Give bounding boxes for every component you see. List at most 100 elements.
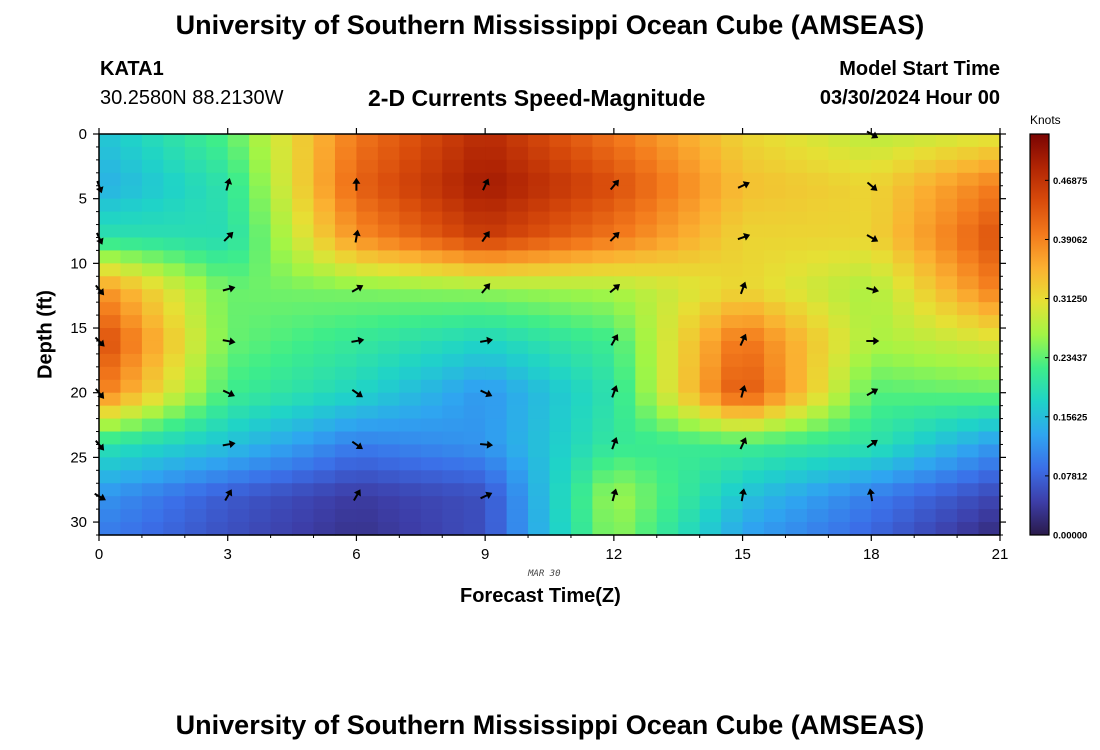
heatmap-cell xyxy=(592,431,615,446)
heatmap-cell xyxy=(270,146,293,161)
y-axis-label: Depth (ft) xyxy=(34,290,57,379)
heatmap-cell xyxy=(613,250,636,264)
heatmap-cell xyxy=(227,379,250,394)
heatmap-cell xyxy=(292,185,315,200)
heatmap-cell xyxy=(356,159,379,174)
heatmap-cell xyxy=(463,159,486,174)
heatmap-cell xyxy=(485,340,508,355)
heatmap-cell xyxy=(120,289,143,303)
heatmap-cell xyxy=(120,444,143,458)
heatmap-cell xyxy=(721,366,744,381)
heatmap-cell xyxy=(935,302,958,316)
heatmap-cell xyxy=(506,509,529,523)
heatmap-cell xyxy=(442,509,465,523)
heatmap-cell xyxy=(806,522,829,536)
heatmap-cell xyxy=(699,250,722,264)
heatmap-cell xyxy=(463,172,486,187)
heatmap-cell xyxy=(528,159,551,174)
heatmap-cell xyxy=(141,263,164,277)
heatmap-cell xyxy=(528,392,551,407)
current-vector-arrow xyxy=(609,179,620,191)
heatmap-cell xyxy=(141,146,164,161)
heatmap-cell xyxy=(656,405,679,420)
heatmap-cell xyxy=(957,444,980,458)
heatmap-cell xyxy=(356,302,379,316)
heatmap-cell xyxy=(249,159,272,174)
heatmap-cell xyxy=(377,379,400,394)
heatmap-cell xyxy=(184,509,207,523)
heatmap-cells xyxy=(99,134,1001,536)
heatmap-cell xyxy=(570,172,593,187)
heatmap-cell xyxy=(656,134,679,148)
heatmap-cell xyxy=(292,289,315,303)
heatmap-cell xyxy=(184,392,207,407)
heatmap-cell xyxy=(656,340,679,355)
heatmap-cell xyxy=(399,328,422,342)
plot-axes: 0 3 6 9 12 15 18 21 0 5 10 15 20 25 30 xyxy=(70,126,1008,563)
heatmap-cell xyxy=(699,302,722,316)
heatmap-cell xyxy=(249,483,272,497)
heatmap-cell xyxy=(249,328,272,342)
heatmap-cell xyxy=(334,263,358,277)
heatmap-cell xyxy=(120,237,143,252)
heatmap-cell xyxy=(592,250,615,264)
heatmap-cell xyxy=(141,483,164,497)
heatmap-cell xyxy=(892,211,915,226)
heatmap-cell xyxy=(420,172,443,187)
heatmap-cell xyxy=(871,159,894,174)
heatmap-cell xyxy=(528,198,551,213)
heatmap-cell xyxy=(163,198,186,213)
heatmap-cell xyxy=(292,250,315,264)
heatmap-cell xyxy=(656,146,679,161)
heatmap-cell xyxy=(356,250,379,264)
heatmap-cell xyxy=(99,392,122,407)
heatmap-cell xyxy=(399,483,422,497)
heatmap-cell xyxy=(442,146,465,161)
heatmap-cell xyxy=(442,405,465,420)
heatmap-cell xyxy=(206,418,229,433)
heatmap-cell xyxy=(141,340,164,355)
heatmap-cell xyxy=(592,405,615,420)
heatmap-cell xyxy=(420,328,443,342)
heatmap-cell xyxy=(806,366,829,381)
heatmap-cell xyxy=(420,340,443,355)
heatmap-cell xyxy=(356,353,379,368)
heatmap-cell xyxy=(978,302,1001,316)
heatmap-cell xyxy=(120,315,143,329)
heatmap-cell xyxy=(184,315,207,329)
x-tick-label: 21 xyxy=(992,546,1009,563)
heatmap-cell xyxy=(721,509,744,523)
heatmap-cell xyxy=(420,405,443,420)
heatmap-cell xyxy=(570,224,593,239)
heatmap-cell xyxy=(313,405,336,420)
heatmap-cell xyxy=(506,263,529,277)
heatmap-cell xyxy=(270,237,293,252)
heatmap-cell xyxy=(699,134,722,148)
heatmap-cell xyxy=(356,172,379,187)
heatmap-cell xyxy=(678,483,701,497)
heatmap-cell xyxy=(742,457,765,471)
heatmap-cell xyxy=(206,159,229,174)
heatmap-cell xyxy=(678,431,701,446)
heatmap-cell xyxy=(420,146,443,161)
heatmap-cell xyxy=(806,444,829,458)
heatmap-cell xyxy=(485,418,508,433)
current-vector-arrow xyxy=(609,231,620,242)
model-start-label: Model Start Time xyxy=(839,58,1000,80)
heatmap-cell xyxy=(463,146,486,161)
heatmap-cell xyxy=(871,405,894,420)
heatmap-cell xyxy=(249,509,272,523)
heatmap-cell xyxy=(485,522,508,536)
heatmap-cell xyxy=(313,237,336,252)
heatmap-cell xyxy=(957,276,980,290)
heatmap-cell xyxy=(99,405,122,420)
heatmap-cell xyxy=(292,392,315,407)
heatmap-cell xyxy=(270,289,293,303)
heatmap-cell xyxy=(978,276,1001,290)
heatmap-cell xyxy=(184,159,207,174)
heatmap-cell xyxy=(356,509,379,523)
heatmap-cell xyxy=(785,444,808,458)
heatmap-cell xyxy=(871,328,894,342)
heatmap-cell xyxy=(463,392,486,407)
heatmap-cell xyxy=(613,134,636,148)
